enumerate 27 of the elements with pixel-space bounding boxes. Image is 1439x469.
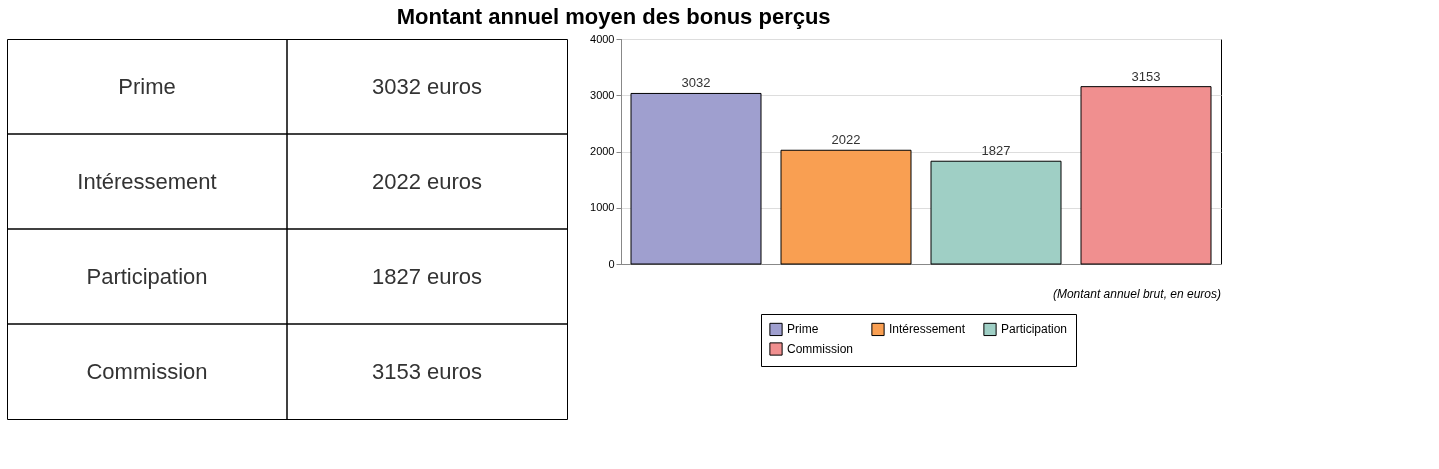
text: 3153 euros: [371, 358, 483, 384]
y-tick-label: 1000: [590, 201, 615, 214]
data-label: 2022: [831, 132, 861, 148]
y-tick-label: 4000: [590, 32, 615, 45]
legend-label: Participation: [1001, 322, 1068, 337]
legend-label: Intéressement: [889, 322, 966, 337]
bar: [930, 160, 1062, 265]
bar: [1080, 86, 1212, 265]
category-label: Intéressement: [77, 168, 217, 194]
legend-label: Prime: [787, 322, 819, 337]
data-label: 3153: [1131, 68, 1161, 84]
category-label: Participation: [86, 263, 208, 289]
data-label: 3032: [681, 75, 711, 91]
y-tick-label: 0: [608, 257, 615, 270]
text: 1827 euros: [371, 263, 483, 289]
legend-label: Commission: [787, 342, 854, 356]
category-label: Prime: [118, 73, 176, 99]
data-label: 1827: [981, 143, 1011, 159]
bar: [780, 149, 912, 265]
text: Montant annuel moyen des bonus perçus: [396, 3, 831, 29]
y-tick-label: 3000: [590, 88, 615, 101]
text: 2022 euros: [371, 168, 483, 194]
bar: [630, 92, 762, 265]
y-tick-label: 2000: [590, 145, 615, 157]
category-label: Commission: [86, 358, 208, 384]
text: (Montant annuel brut, en euros): [1052, 287, 1221, 301]
text: 3032 euros: [371, 73, 483, 99]
